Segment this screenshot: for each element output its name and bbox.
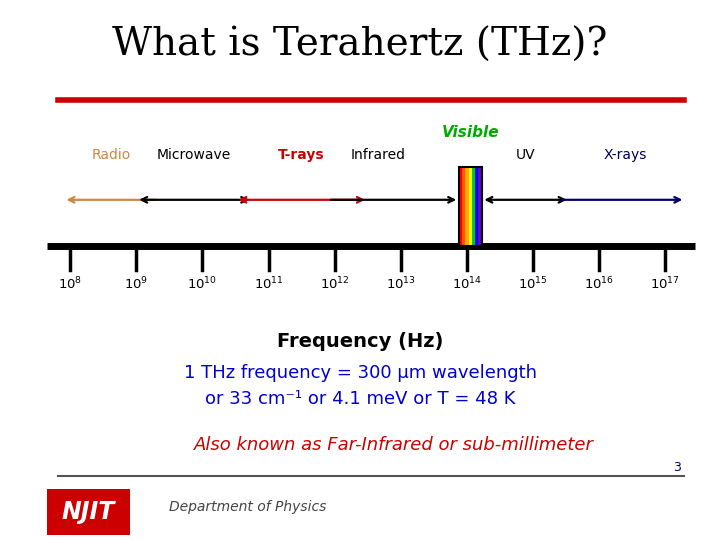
Text: $10^{13}$: $10^{13}$	[386, 275, 416, 292]
Text: X-rays: X-rays	[603, 148, 647, 162]
FancyArrowPatch shape	[240, 197, 363, 202]
Bar	[469, 167, 472, 246]
Text: Radio: Radio	[92, 148, 131, 162]
Text: T-rays: T-rays	[279, 148, 325, 162]
Text: What is Terahertz (THz)?: What is Terahertz (THz)?	[112, 27, 608, 64]
Text: $10^{9}$: $10^{9}$	[125, 275, 148, 292]
Bar	[459, 167, 462, 246]
Text: $10^{14}$: $10^{14}$	[452, 275, 482, 292]
Bar	[465, 167, 469, 246]
FancyArrowPatch shape	[331, 197, 454, 202]
Text: $10^{8}$: $10^{8}$	[58, 275, 82, 292]
Text: Frequency (Hz): Frequency (Hz)	[276, 332, 444, 351]
Text: Visible: Visible	[441, 125, 499, 140]
Text: Microwave: Microwave	[157, 148, 231, 162]
FancyArrowPatch shape	[562, 197, 680, 202]
Text: $10^{12}$: $10^{12}$	[320, 275, 350, 292]
FancyArrowPatch shape	[142, 197, 247, 202]
Text: $10^{10}$: $10^{10}$	[187, 275, 217, 292]
Bar	[478, 167, 482, 246]
Text: 1 THz frequency = 300 μm wavelength: 1 THz frequency = 300 μm wavelength	[184, 364, 536, 382]
FancyArrowPatch shape	[487, 197, 564, 202]
Text: 3: 3	[673, 461, 681, 474]
Text: $10^{11}$: $10^{11}$	[253, 275, 284, 292]
Text: or 33 cm⁻¹ or 4.1 meV or T = 48 K: or 33 cm⁻¹ or 4.1 meV or T = 48 K	[204, 390, 516, 408]
Bar	[459, 167, 482, 246]
Bar	[475, 167, 478, 246]
Text: $10^{17}$: $10^{17}$	[650, 275, 680, 292]
Text: $10^{16}$: $10^{16}$	[584, 275, 614, 292]
Bar	[462, 167, 465, 246]
Text: Department of Physics: Department of Physics	[169, 500, 327, 514]
Text: Also known as Far-Infrared or sub-millimeter: Also known as Far-Infrared or sub-millim…	[194, 436, 594, 454]
Bar	[472, 167, 475, 246]
Text: NJIT: NJIT	[61, 500, 115, 524]
FancyArrowPatch shape	[69, 197, 157, 202]
Text: Infrared: Infrared	[351, 148, 405, 162]
Text: UV: UV	[516, 148, 535, 162]
Text: $10^{15}$: $10^{15}$	[518, 275, 548, 292]
